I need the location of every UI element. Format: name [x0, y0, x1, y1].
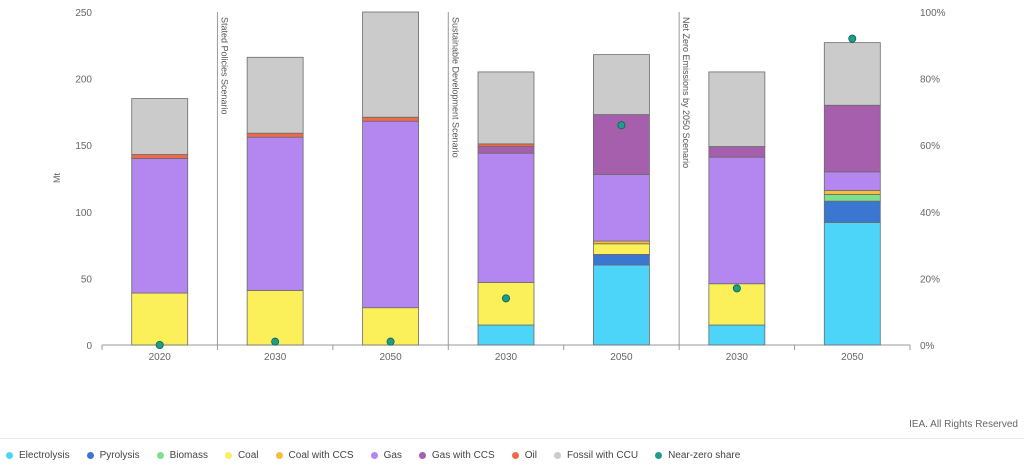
near-zero-share-point — [155, 340, 164, 349]
bar-segment-oil — [131, 154, 189, 159]
x-axis-tick-label: 2050 — [379, 352, 402, 363]
legend-swatch — [6, 452, 13, 459]
bar-segment-coal — [477, 281, 535, 326]
bar-segment-coal-with-ccs — [823, 190, 881, 195]
y2-axis-tick-label: 40% — [920, 208, 940, 219]
bar-segment-gas — [708, 156, 766, 285]
bar-segment-electrolysis — [708, 324, 766, 346]
legend-swatch — [224, 452, 232, 459]
y-axis-label: Mt — [52, 173, 62, 183]
legend-label: Near-zero share — [668, 450, 741, 461]
legend-item[interactable]: Gas — [370, 450, 402, 461]
x-axis-tick-label: 2050 — [841, 352, 864, 363]
legend-item[interactable]: Electrolysis — [6, 450, 70, 461]
hydrogen-production-chart: 0 50 100 150 200 250 0% 20% 40% 60% 80% 100% Mt State… — [52, 8, 946, 363]
bar-segment-electrolysis — [477, 324, 535, 346]
legend-swatch — [511, 452, 519, 459]
x-axis-tick-label: 2030 — [495, 352, 518, 363]
legend-item[interactable]: Pyrolysis — [86, 450, 140, 461]
y-axis-tick-label: 200 — [75, 75, 92, 86]
legend-label: Biomass — [169, 450, 208, 461]
bar-segment-coal — [131, 292, 189, 346]
legend-item[interactable]: Fossil with CCU — [553, 450, 639, 461]
bar-segment-coal — [593, 243, 650, 255]
legend-divider — [0, 438, 1024, 439]
y-axis-tick-label: 50 — [81, 274, 93, 285]
y2-axis-tick-label: 60% — [920, 141, 940, 152]
near-zero-share-point — [617, 121, 626, 130]
bar-segment-coal — [246, 289, 304, 346]
x-axis-tick-label: 2050 — [610, 352, 633, 363]
legend-swatch — [156, 452, 164, 459]
legend-item[interactable]: Biomass — [156, 450, 208, 461]
y-axis-tick-label: 150 — [75, 141, 92, 152]
legend-item[interactable]: Coal with CCS — [275, 450, 354, 461]
bar-segment-fossil-with-ccu — [593, 54, 650, 115]
legend-label: Coal — [237, 450, 259, 461]
legend-label: Oil — [524, 450, 537, 461]
legend-label: Coal with CCS — [288, 450, 354, 461]
y-axis-tick-label: 100 — [75, 208, 92, 219]
y2-axis-tick-label: 80% — [920, 75, 940, 86]
legend: Electrolysis Pyrolysis Biomass Coal Coal wit… — [6, 450, 757, 461]
near-zero-share-point — [848, 34, 857, 43]
y-axis-tick-label: 0 — [86, 341, 92, 352]
x-axis-tick-label: 2030 — [264, 352, 287, 363]
legend-item[interactable]: Gas with CCS — [418, 450, 495, 461]
bar-segment-fossil-with-ccu — [131, 98, 189, 155]
legend-swatch — [655, 452, 663, 459]
legend-swatch — [418, 452, 426, 459]
bar-segment-gas — [131, 158, 189, 294]
bar-segment-fossil-with-ccu — [362, 11, 419, 118]
y2-axis-tick-label: 20% — [920, 274, 940, 285]
bar-segment-pyrolysis — [593, 254, 650, 266]
legend-label: Gas with CCS — [431, 450, 495, 461]
bar-segment-gas — [477, 152, 535, 283]
near-zero-share-point — [386, 337, 395, 346]
bar-segment-gas — [362, 120, 419, 309]
legend-swatch — [553, 452, 561, 459]
scenario-label: Net Zero Emissions by 2050 Scenario — [681, 17, 691, 168]
bar-segment-gas-with-ccs — [477, 146, 535, 154]
credit-text: IEA. All Rights Reserved — [909, 419, 1018, 430]
bar-segment-fossil-with-ccu — [477, 71, 535, 145]
x-axis-tick-label: 2020 — [149, 352, 172, 363]
bar-segment-fossil-with-ccu — [708, 71, 766, 147]
near-zero-share-point — [271, 337, 280, 346]
legend-swatch — [86, 452, 94, 459]
scenario-label: Sustainable Development Scenario — [450, 17, 460, 158]
legend-item[interactable]: Oil — [511, 450, 537, 461]
y2-axis-tick-label: 0% — [920, 341, 935, 352]
bar-segment-gas — [246, 136, 304, 291]
x-axis-tick-label: 2030 — [726, 352, 749, 363]
scenario-label: Stated Policies Scenario — [219, 17, 229, 115]
legend-label: Gas — [383, 450, 402, 461]
bar-segment-electrolysis — [593, 264, 650, 346]
bar-segment-gas-with-ccs — [708, 146, 766, 158]
bar-segment-oil — [246, 132, 304, 138]
bar-segment-electrolysis — [823, 222, 881, 346]
bar-segment-gas-with-ccs — [823, 104, 881, 173]
bar-segment-fossil-with-ccu — [246, 56, 304, 134]
bar-segment-oil — [362, 116, 419, 122]
bar-segment-biomass — [823, 194, 881, 202]
legend-item[interactable]: Coal — [224, 450, 259, 461]
near-zero-share-point — [501, 294, 510, 303]
bar-segment-gas — [593, 174, 650, 242]
legend-label: Electrolysis — [19, 450, 70, 461]
y2-axis-tick-label: 100% — [920, 8, 946, 19]
legend-swatch — [275, 452, 283, 459]
bar-segment-pyrolysis — [823, 200, 881, 223]
legend-swatch — [370, 452, 378, 459]
near-zero-share-point — [732, 284, 741, 293]
legend-label: Fossil with CCU — [566, 450, 639, 461]
legend-label: Pyrolysis — [99, 450, 140, 461]
bar-segment-fossil-with-ccu — [823, 42, 881, 106]
y-axis-tick-label: 250 — [75, 8, 92, 19]
legend-item[interactable]: Near-zero share — [655, 450, 740, 461]
bar-segment-gas — [823, 171, 881, 191]
